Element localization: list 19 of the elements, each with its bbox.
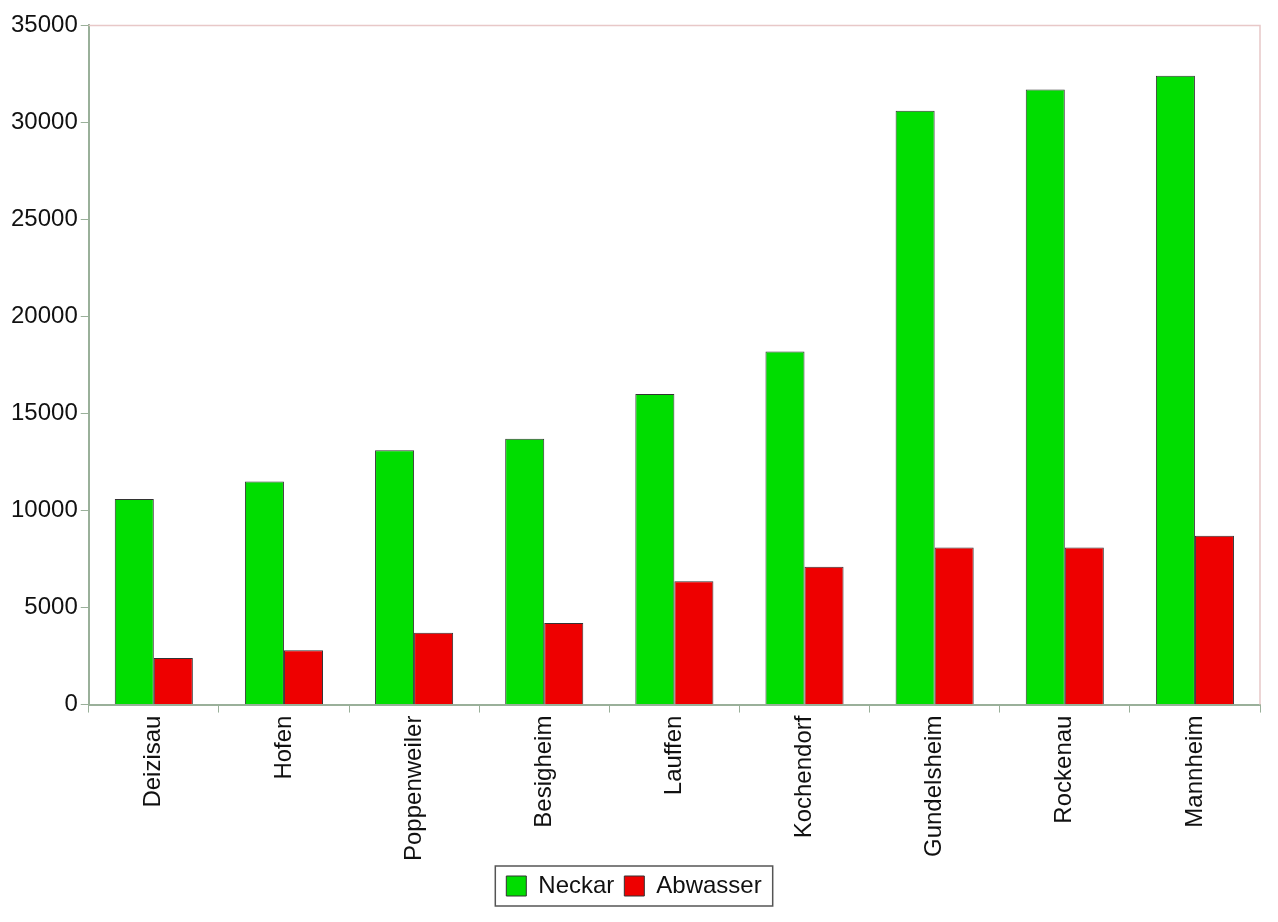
- y-tick-label: 35000: [10, 10, 78, 38]
- x-tick-label: Poppenweiler: [398, 715, 426, 862]
- legend-label: Abwasser: [656, 870, 762, 898]
- y-tick-label: 10000: [10, 495, 78, 523]
- x-tick-label: Mannheim: [1179, 715, 1207, 828]
- y-tick-label: 0: [64, 689, 78, 717]
- x-tick-label: Besigheim: [528, 715, 556, 828]
- y-tick-label: 15000: [10, 398, 78, 426]
- y-tick-label: 30000: [10, 107, 78, 135]
- x-tick-label: Lauffen: [658, 715, 686, 796]
- x-tick-label: Deizisau: [138, 715, 166, 808]
- x-tick-label: Hofen: [268, 715, 296, 780]
- x-tick-label: Kochendorf: [789, 715, 817, 839]
- legend-label: Neckar: [538, 870, 615, 898]
- y-tick-label: 20000: [10, 301, 78, 329]
- y-tick-label: 25000: [10, 204, 78, 232]
- x-tick-label: Rockenau: [1049, 715, 1077, 824]
- x-tick-label: Gundelsheim: [919, 715, 947, 857]
- y-tick-label: 5000: [24, 592, 78, 620]
